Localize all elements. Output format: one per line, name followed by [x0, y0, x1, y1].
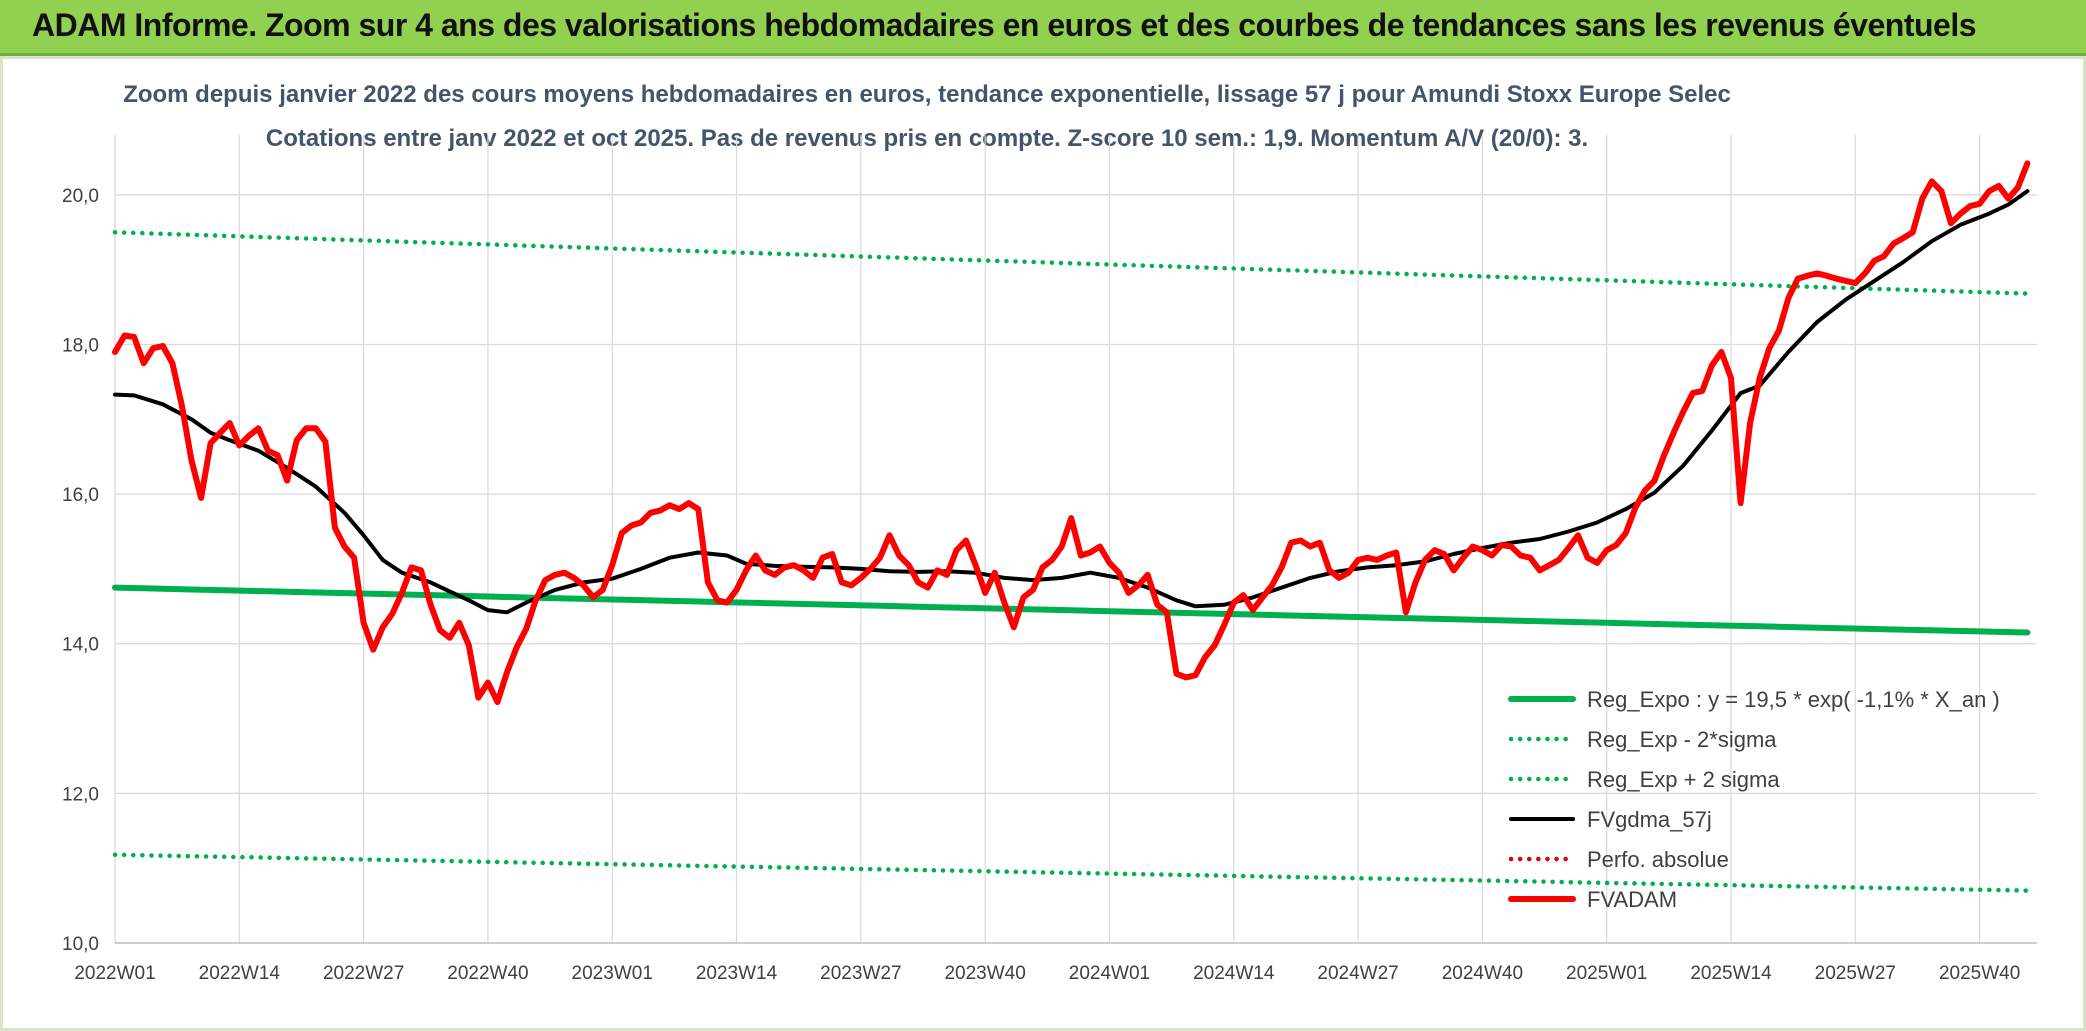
legend-label: Reg_Expo : y = 19,5 * exp( -1,1% * X_an … [1587, 687, 2000, 712]
series [112, 160, 2031, 893]
x-tick-label: 2024W14 [1193, 963, 1275, 984]
x-tick-label: 2025W40 [1939, 963, 2020, 984]
series-line-fvgdma-57j [113, 189, 2030, 615]
series-line-reg-expo-y-19-5-exp-1-1-x-an [112, 584, 2031, 636]
y-tick-label: 18,0 [62, 335, 99, 356]
legend-label: Reg_Exp + 2 sigma [1587, 767, 1780, 792]
legend-label: Reg_Exp - 2*sigma [1587, 727, 1777, 752]
report-banner: ADAM Informe. Zoom sur 4 ans des valoris… [0, 0, 2086, 56]
grid [114, 135, 2037, 944]
x-tick-label: 2022W14 [199, 963, 281, 984]
chart-subtitle: Cotations entre janv 2022 et oct 2025. P… [266, 125, 1588, 152]
price-chart: Zoom depuis janvier 2022 des cours moyen… [62, 81, 2037, 984]
x-tick-label: 2023W40 [944, 963, 1025, 984]
x-tick-label: 2024W01 [1069, 963, 1150, 984]
x-tick-label: 2023W01 [572, 963, 653, 984]
x-tick-label: 2023W27 [820, 963, 901, 984]
legend-label: FVADAM [1587, 887, 1677, 912]
legend-label: Perfo. absolue [1587, 847, 1729, 872]
series-line-reg-exp-2-sigma [112, 852, 2030, 893]
series-line-fvadam [112, 160, 2031, 706]
y-tick-label: 12,0 [62, 784, 99, 805]
chart-title: Zoom depuis janvier 2022 des cours moyen… [123, 81, 1731, 108]
x-tick-label: 2025W14 [1690, 963, 1772, 984]
x-tick-label: 2022W27 [323, 963, 404, 984]
legend: Reg_Expo : y = 19,5 * exp( -1,1% * X_an … [1508, 687, 2000, 912]
x-tick-label: 2022W40 [447, 963, 528, 984]
x-tick-label: 2025W27 [1815, 963, 1896, 984]
x-tick-label: 2024W40 [1442, 963, 1523, 984]
x-tick-label: 2025W01 [1566, 963, 1647, 984]
y-tick-label: 16,0 [62, 485, 99, 506]
y-tick-label: 14,0 [62, 635, 99, 656]
report-title: ADAM Informe. Zoom sur 4 ans des valoris… [32, 7, 1977, 43]
series-line-reg-exp-2-sigma [112, 230, 2030, 296]
x-tick-label: 2022W01 [74, 963, 155, 984]
y-tick-label: 20,0 [62, 186, 99, 207]
chart-frame: Zoom depuis janvier 2022 des cours moyen… [0, 56, 2086, 1031]
legend-label: FVgdma_57j [1587, 807, 1712, 832]
x-tick-label: 2023W14 [696, 963, 778, 984]
x-tick-label: 2024W27 [1317, 963, 1398, 984]
axes: 10,0 12,0 14,0 16,0 18,0 20,0 2022W01 2022W14 20… [62, 186, 2037, 984]
y-tick-label: 10,0 [62, 934, 99, 955]
